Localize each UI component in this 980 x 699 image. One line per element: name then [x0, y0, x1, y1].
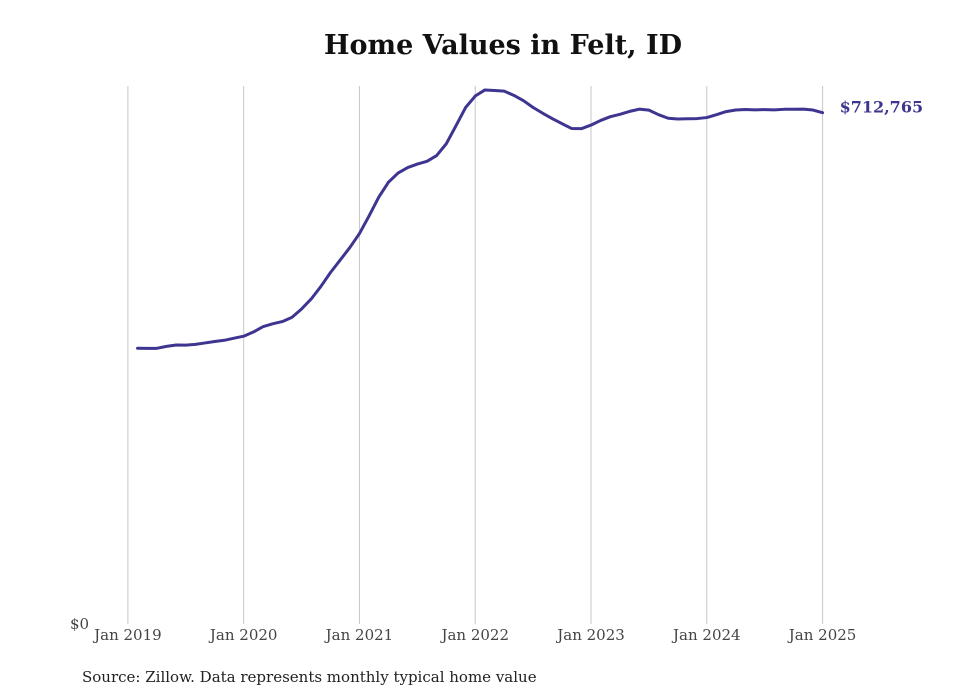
grid-lines	[127, 86, 824, 624]
x-tick-label: Jan 2025	[787, 626, 857, 644]
series-line	[136, 88, 825, 350]
x-tick-label: Jan 2019	[92, 626, 162, 644]
x-tick-label: Jan 2024	[671, 626, 741, 644]
chart-title: Home Values in Felt, ID	[323, 30, 683, 61]
tick-labels: Jan 2019 Jan 2020 Jan 2021 Jan 2022 Jan 2023…	[70, 98, 923, 644]
x-tick-label: Jan 2021	[324, 626, 394, 644]
x-tick-label: Jan 2023	[555, 626, 625, 644]
source-note: Source: Zillow. Data represents monthly …	[82, 668, 537, 686]
end-value-label: $712,765	[840, 98, 924, 117]
series-layer	[136, 88, 825, 350]
x-tick-label: Jan 2020	[208, 626, 278, 644]
x-tick-label: Jan 2022	[439, 626, 509, 644]
y-tick-label: $0	[70, 615, 89, 633]
